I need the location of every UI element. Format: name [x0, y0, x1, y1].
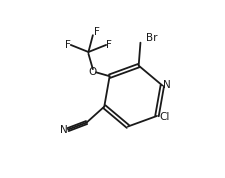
Text: N: N: [163, 80, 170, 90]
Text: Cl: Cl: [158, 112, 169, 122]
Text: O: O: [88, 67, 97, 77]
Text: N: N: [59, 125, 67, 135]
Text: F: F: [105, 40, 111, 50]
Text: Br: Br: [146, 33, 157, 43]
Text: F: F: [65, 40, 71, 50]
Text: F: F: [93, 27, 99, 37]
